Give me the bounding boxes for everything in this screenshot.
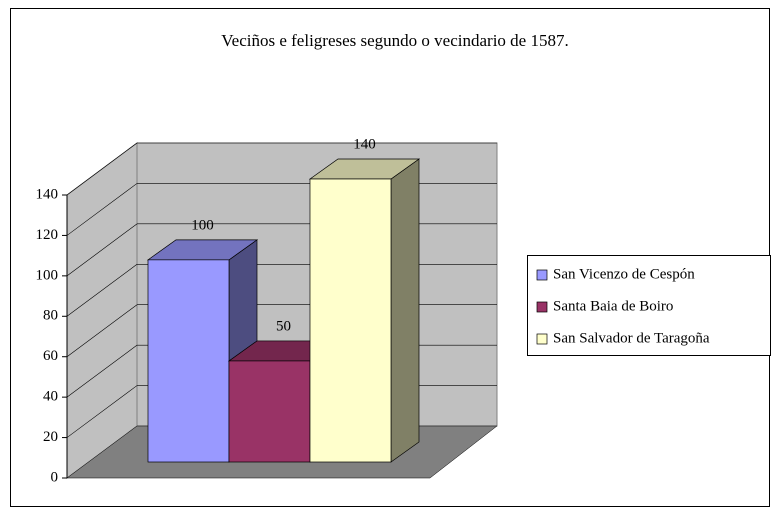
- y-tick-label: 0: [51, 469, 59, 485]
- bar: [309, 178, 392, 463]
- y-tick-label: 40: [43, 389, 58, 405]
- data-label: 50: [276, 318, 291, 334]
- legend-label: Santa Baia de Boiro: [553, 298, 673, 314]
- legend: [527, 255, 771, 356]
- chart-title: Veciños e feligreses segundo o vecindari…: [221, 31, 568, 50]
- data-label: 140: [353, 136, 376, 152]
- bar: [228, 360, 311, 463]
- y-tick-label: 100: [36, 267, 59, 283]
- y-tick-label: 80: [43, 308, 58, 324]
- y-tick-label: 140: [36, 186, 59, 202]
- grid-line: [66, 385, 138, 438]
- legend-swatch: [536, 301, 548, 313]
- y-tick-label: 20: [43, 429, 58, 445]
- data-label: 100: [191, 217, 214, 233]
- grid-line: [66, 304, 138, 357]
- y-tick-label: 120: [36, 227, 59, 243]
- grid-line: [66, 223, 138, 277]
- bar-side: [390, 158, 420, 463]
- legend-swatch: [536, 269, 548, 281]
- legend-swatch: [536, 333, 548, 345]
- legend-label: San Vicenzo de Cespón: [553, 266, 695, 282]
- grid-line: [66, 264, 138, 317]
- grid-line: [66, 183, 138, 236]
- grid-line: [66, 142, 138, 196]
- grid-line: [66, 344, 138, 398]
- bar: [147, 259, 230, 463]
- side-wall: [66, 142, 138, 479]
- y-tick-label: 60: [43, 348, 58, 364]
- legend-label: San Salvador de Taragoña: [553, 330, 710, 346]
